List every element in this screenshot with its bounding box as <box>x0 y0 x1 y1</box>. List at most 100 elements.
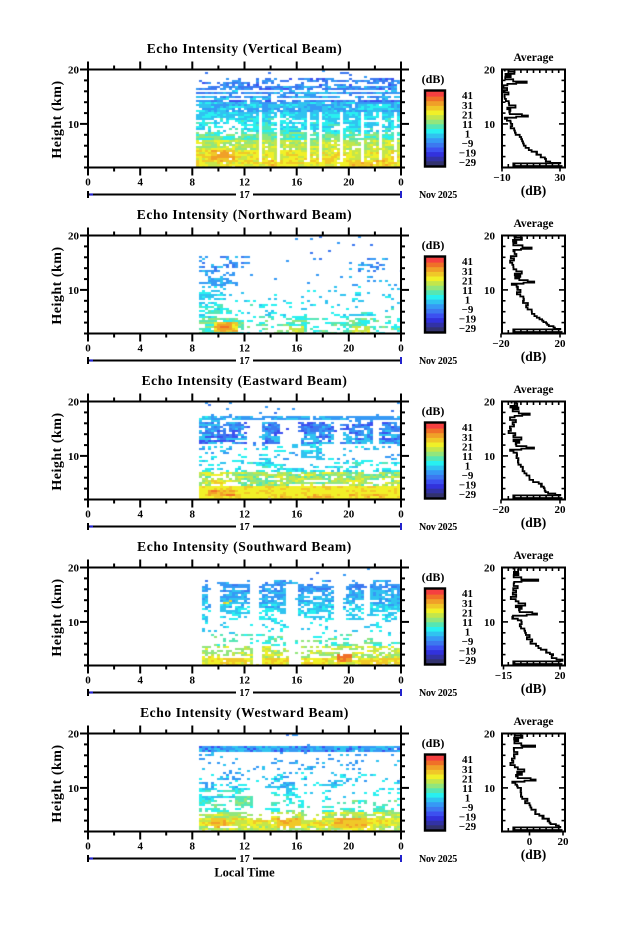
svg-text:0: 0 <box>85 343 91 355</box>
svg-text:−9: −9 <box>462 470 474 482</box>
svg-text:20: 20 <box>343 509 355 521</box>
svg-text:0: 0 <box>398 343 404 355</box>
svg-text:4: 4 <box>137 509 143 521</box>
svg-text:10: 10 <box>68 119 80 131</box>
svg-text:12: 12 <box>239 841 251 853</box>
svg-text:12: 12 <box>239 509 251 521</box>
svg-text:Average: Average <box>513 550 553 562</box>
svg-text:(dB): (dB) <box>521 349 547 364</box>
svg-text:20: 20 <box>68 563 80 575</box>
svg-text:−29: −29 <box>459 821 477 833</box>
svg-text:11: 11 <box>462 617 472 629</box>
svg-text:30: 30 <box>555 172 567 184</box>
svg-text:Nov 2025: Nov 2025 <box>419 854 457 865</box>
svg-text:21: 21 <box>462 773 473 785</box>
svg-text:21: 21 <box>462 441 473 453</box>
svg-text:12: 12 <box>239 177 251 189</box>
svg-text:−19: −19 <box>459 812 477 824</box>
svg-text:11: 11 <box>462 451 472 463</box>
svg-text:10: 10 <box>484 451 496 463</box>
svg-text:−29: −29 <box>459 655 477 667</box>
svg-text:−29: −29 <box>459 323 477 335</box>
svg-text:20: 20 <box>343 841 355 853</box>
svg-text:0: 0 <box>85 177 91 189</box>
svg-text:Average: Average <box>513 52 553 64</box>
svg-text:31: 31 <box>462 266 473 278</box>
svg-text:(dB): (dB) <box>521 681 547 696</box>
svg-text:(dB): (dB) <box>521 183 547 198</box>
svg-text:(dB): (dB) <box>422 570 445 584</box>
svg-text:4: 4 <box>137 675 143 687</box>
svg-text:16: 16 <box>291 509 303 521</box>
svg-text:Echo Intensity (Southward Beam: Echo Intensity (Southward Beam) <box>137 539 352 554</box>
svg-text:Nov 2025: Nov 2025 <box>419 522 457 533</box>
svg-text:31: 31 <box>462 764 473 776</box>
svg-text:10: 10 <box>68 617 80 629</box>
svg-text:0: 0 <box>527 836 533 848</box>
svg-text:(dB): (dB) <box>422 72 445 86</box>
svg-text:10: 10 <box>484 119 496 131</box>
svg-text:Echo Intensity (Westward Beam): Echo Intensity (Westward Beam) <box>140 705 349 720</box>
svg-text:10: 10 <box>68 783 80 795</box>
svg-text:−29: −29 <box>459 489 477 501</box>
svg-text:31: 31 <box>462 432 473 444</box>
svg-text:20: 20 <box>484 397 496 409</box>
svg-text:−9: −9 <box>462 304 474 316</box>
svg-text:11: 11 <box>462 285 472 297</box>
svg-text:Nov 2025: Nov 2025 <box>419 190 457 201</box>
svg-text:20: 20 <box>484 563 496 575</box>
svg-text:20: 20 <box>343 343 355 355</box>
svg-text:17: 17 <box>239 854 250 865</box>
svg-text:0: 0 <box>398 675 404 687</box>
svg-text:17: 17 <box>239 356 250 367</box>
svg-text:−9: −9 <box>462 138 474 150</box>
svg-text:16: 16 <box>291 675 303 687</box>
svg-text:17: 17 <box>239 688 250 699</box>
svg-text:20: 20 <box>68 231 80 243</box>
svg-text:Nov 2025: Nov 2025 <box>419 356 457 367</box>
svg-text:12: 12 <box>239 343 251 355</box>
svg-text:31: 31 <box>462 100 473 112</box>
svg-text:20: 20 <box>555 504 567 516</box>
svg-text:10: 10 <box>484 783 496 795</box>
svg-text:4: 4 <box>137 343 143 355</box>
svg-text:41: 41 <box>462 256 473 268</box>
svg-text:21: 21 <box>462 275 473 287</box>
svg-text:−19: −19 <box>459 480 477 492</box>
svg-text:−20: −20 <box>492 338 510 350</box>
svg-text:−9: −9 <box>462 636 474 648</box>
svg-text:−19: −19 <box>459 646 477 658</box>
svg-text:(dB): (dB) <box>422 404 445 418</box>
svg-text:(dB): (dB) <box>521 847 547 862</box>
svg-text:17: 17 <box>239 522 250 533</box>
svg-text:41: 41 <box>462 588 473 600</box>
svg-text:−15: −15 <box>495 670 513 682</box>
svg-text:10: 10 <box>68 451 80 463</box>
svg-text:10: 10 <box>68 285 80 297</box>
svg-text:17: 17 <box>239 190 250 201</box>
svg-text:16: 16 <box>291 177 303 189</box>
svg-text:0: 0 <box>85 841 91 853</box>
svg-text:11: 11 <box>462 119 472 131</box>
svg-text:20: 20 <box>484 729 496 741</box>
svg-text:Height (km): Height (km) <box>50 80 65 158</box>
svg-text:20: 20 <box>484 65 496 77</box>
svg-text:0: 0 <box>85 509 91 521</box>
svg-text:11: 11 <box>462 783 472 795</box>
svg-text:12: 12 <box>239 675 251 687</box>
svg-text:1: 1 <box>465 294 471 306</box>
svg-text:31: 31 <box>462 598 473 610</box>
svg-text:4: 4 <box>137 841 143 853</box>
svg-text:Height (km): Height (km) <box>50 412 65 490</box>
svg-text:Nov 2025: Nov 2025 <box>419 688 457 699</box>
svg-text:10: 10 <box>484 617 496 629</box>
svg-text:1: 1 <box>465 460 471 472</box>
svg-text:0: 0 <box>398 177 404 189</box>
svg-text:20: 20 <box>555 670 567 682</box>
svg-text:−19: −19 <box>459 148 477 160</box>
svg-text:20: 20 <box>68 65 80 77</box>
svg-text:16: 16 <box>291 841 303 853</box>
svg-text:0: 0 <box>398 509 404 521</box>
svg-text:Average: Average <box>513 218 553 230</box>
svg-text:Echo Intensity (Eastward Beam): Echo Intensity (Eastward Beam) <box>142 373 348 388</box>
